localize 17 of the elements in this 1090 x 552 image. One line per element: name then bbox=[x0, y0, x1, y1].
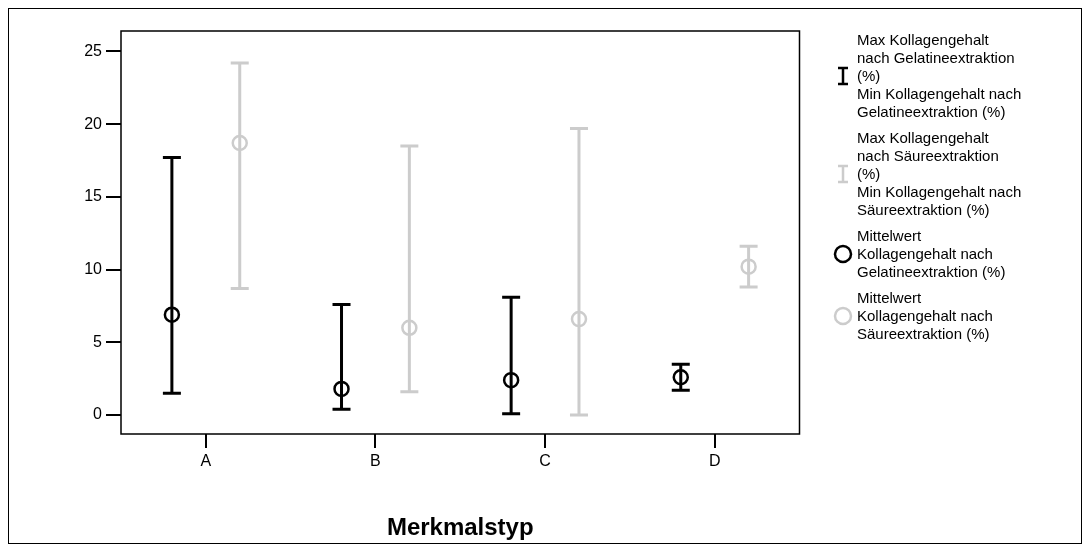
x-tick-label: C bbox=[539, 452, 551, 470]
y-tick-label: 20 bbox=[84, 114, 103, 132]
y-tick-label: 25 bbox=[84, 41, 103, 59]
legend-label: Mittelwert Kollagengehalt nach Säureextraktion (%) bbox=[857, 289, 994, 343]
y-tick-label: 15 bbox=[84, 187, 103, 205]
y-tick-label: 5 bbox=[93, 332, 103, 350]
text: Min Kollagengehalt nach Gelatineextraktion (%) bbox=[857, 85, 1022, 121]
y-tick-label: 10 bbox=[84, 260, 103, 278]
x-tick-label: D bbox=[708, 452, 721, 470]
text: Min Kollagengehalt nach Säureextraktion (%) bbox=[857, 183, 1022, 219]
x-tick-label: A bbox=[200, 452, 212, 470]
x-tick-label: B bbox=[370, 452, 381, 470]
text: Max Kollagengehalt nach Säureextraktion (%) bbox=[857, 129, 1000, 183]
legend-label: Mittelwert Kollagengehalt nach Gelatineextraktion (%) bbox=[857, 227, 1007, 281]
text: Max Kollagengehalt nach Gelatineextraktion (%) bbox=[857, 31, 1016, 85]
y-tick-label: 0 bbox=[93, 405, 103, 423]
x-axis-title: Merkmalstyp bbox=[386, 513, 534, 541]
